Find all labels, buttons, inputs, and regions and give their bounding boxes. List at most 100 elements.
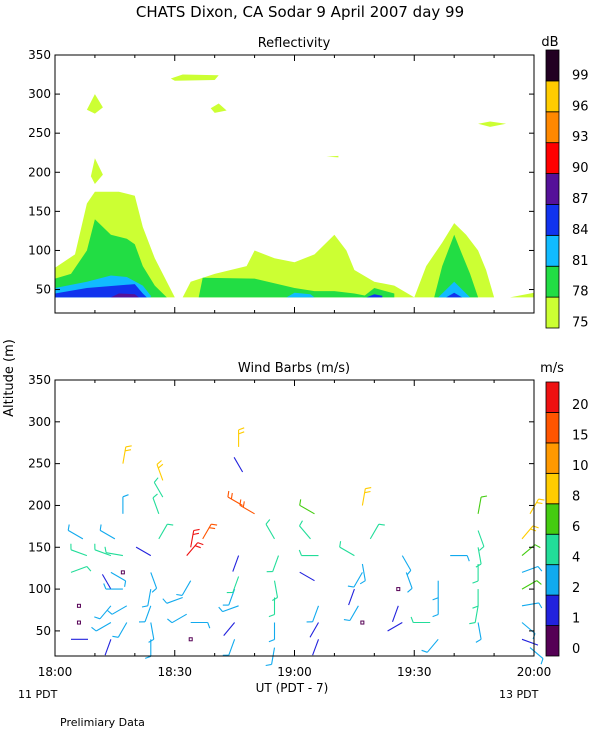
wind-barb-61 bbox=[360, 620, 365, 625]
wind-colorbar-swatch-3 bbox=[545, 533, 560, 566]
refl-ytick-label-200: 200 bbox=[28, 165, 51, 179]
wind-ytick-label-150: 150 bbox=[28, 540, 51, 554]
left-time-note: 11 PDT bbox=[18, 688, 58, 701]
wind-ytick-label-100: 100 bbox=[28, 582, 51, 596]
footer-note: Prelimiary Data bbox=[60, 716, 145, 729]
wind-barb-52 bbox=[265, 519, 275, 540]
wind-barb-70 bbox=[391, 605, 399, 622]
wind-colorbar-label-6: 10 bbox=[572, 459, 589, 474]
refl-ytick-label-50: 50 bbox=[36, 283, 51, 297]
reflectivity-contours bbox=[55, 74, 534, 298]
wind-barb-78 bbox=[450, 555, 470, 562]
wind-axes: 50 100 150 200 250 300 350 18:00 18:30 19:00 19:30… bbox=[28, 373, 551, 679]
refl-ytick-label-350: 350 bbox=[28, 48, 51, 62]
wind-barb-94 bbox=[529, 647, 544, 665]
wind-barb-57 bbox=[299, 571, 315, 582]
reflectivity-colorbar: 75 78 81 84 87 90 93 96 99 bbox=[545, 49, 589, 331]
refl-colorbar-label-6: 93 bbox=[572, 130, 589, 145]
wind-barb-10 bbox=[110, 571, 127, 587]
refl-colorbar-label-2: 81 bbox=[572, 254, 589, 269]
wind-barb-32 bbox=[167, 613, 187, 624]
wind-barb-66 bbox=[369, 523, 385, 540]
refl-colorbar-label-1: 78 bbox=[572, 285, 589, 300]
refl-colorbar-label-7: 96 bbox=[572, 99, 589, 114]
wind-barb-20 bbox=[145, 639, 152, 659]
wind-barb-83 bbox=[475, 547, 482, 568]
wind-barb-74 bbox=[421, 638, 439, 653]
wind-colorbar-swatch-4 bbox=[545, 503, 560, 535]
wind-colorbar-swatch-8 bbox=[545, 381, 560, 413]
wind-ytick-label-200: 200 bbox=[28, 498, 51, 512]
wind-barb-50 bbox=[272, 580, 279, 601]
refl-colorbar-swatch-3 bbox=[545, 204, 560, 236]
wind-barbs-title: Wind Barbs (m/s) bbox=[238, 361, 350, 376]
reflectivity-region-15 bbox=[286, 292, 315, 298]
wind-barb-69 bbox=[387, 622, 403, 632]
wind-barb-30 bbox=[188, 637, 193, 642]
wind-ytick-label-350: 350 bbox=[28, 373, 51, 387]
wind-colorbar-label-2: 2 bbox=[572, 581, 580, 596]
wind-barb-7 bbox=[91, 622, 112, 632]
wind-barb-90 bbox=[521, 565, 543, 573]
wind-colorbar-swatch-5 bbox=[545, 472, 560, 505]
wind-barb-91 bbox=[521, 544, 541, 557]
wind-colorbar-swatch-0 bbox=[545, 625, 560, 657]
wind-barb-19 bbox=[122, 445, 132, 464]
reflectivity-region-10 bbox=[55, 219, 167, 298]
wind-barbs bbox=[67, 427, 545, 667]
refl-colorbar-swatch-7 bbox=[545, 80, 560, 113]
wind-xtick-label-1: 18:30 bbox=[157, 665, 192, 679]
wind-barb-6 bbox=[104, 639, 112, 656]
wind-barb-73 bbox=[401, 555, 412, 576]
wind-barb-33 bbox=[162, 596, 183, 604]
figure-title: CHATS Dixon, CA Sodar 9 April 2007 day 9… bbox=[136, 3, 464, 21]
wind-barb-34 bbox=[176, 580, 192, 596]
reflectivity-region-13 bbox=[362, 288, 395, 298]
wind-barb-84 bbox=[477, 530, 485, 551]
wind-xtick-label-4: 20:00 bbox=[517, 665, 552, 679]
wind-barb-92 bbox=[521, 525, 539, 540]
wind-barb-39 bbox=[223, 622, 236, 636]
wind-barb-9 bbox=[101, 574, 112, 590]
refl-colorbar-label-8: 99 bbox=[572, 68, 589, 83]
wind-barb-24 bbox=[150, 572, 158, 593]
wind-colorbar-swatch-2 bbox=[545, 564, 560, 596]
wind-barb-89 bbox=[521, 580, 542, 590]
refl-colorbar-swatch-1 bbox=[545, 265, 560, 298]
reflectivity-region-4 bbox=[86, 94, 103, 114]
wind-barb-56 bbox=[306, 605, 320, 623]
wind-barb-27 bbox=[152, 493, 160, 514]
wind-barb-51 bbox=[266, 555, 280, 573]
wind-barb-16 bbox=[120, 570, 125, 575]
wind-barb-81 bbox=[472, 589, 479, 609]
refl-ytick-label-100: 100 bbox=[28, 243, 51, 257]
wind-barb-45 bbox=[233, 457, 244, 473]
refl-colorbar-label-4: 87 bbox=[572, 192, 589, 207]
wind-ytick-label-250: 250 bbox=[28, 457, 51, 471]
wind-barb-15 bbox=[103, 583, 123, 590]
wind-barb-82 bbox=[472, 564, 479, 584]
refl-colorbar-swatch-4 bbox=[545, 173, 560, 205]
wind-barb-79 bbox=[475, 622, 482, 643]
wind-barb-13 bbox=[112, 622, 128, 638]
wind-barb-76 bbox=[432, 597, 439, 618]
wind-colorbar-label-8: 20 bbox=[572, 398, 589, 413]
reflectivity-region-18 bbox=[366, 294, 383, 298]
wind-colorbar-title: m/s bbox=[540, 361, 564, 376]
wind-barb-75 bbox=[410, 616, 431, 624]
wind-barb-11 bbox=[94, 543, 112, 557]
wind-barb-77 bbox=[432, 580, 439, 601]
wind-barb-4 bbox=[70, 543, 88, 557]
wind-barb-68 bbox=[359, 563, 366, 585]
wind-barb-1 bbox=[76, 620, 81, 625]
wind-barb-23 bbox=[141, 589, 152, 608]
refl-colorbar-label-3: 84 bbox=[572, 223, 589, 238]
wind-colorbar-label-7: 15 bbox=[572, 429, 589, 444]
reflectivity-region-5 bbox=[90, 158, 103, 184]
wind-barb-31 bbox=[190, 621, 211, 629]
wind-barb-28 bbox=[153, 477, 164, 498]
reflectivity-region-8 bbox=[478, 121, 507, 127]
wind-barb-64 bbox=[347, 572, 363, 588]
wind-barb-35 bbox=[186, 542, 204, 556]
